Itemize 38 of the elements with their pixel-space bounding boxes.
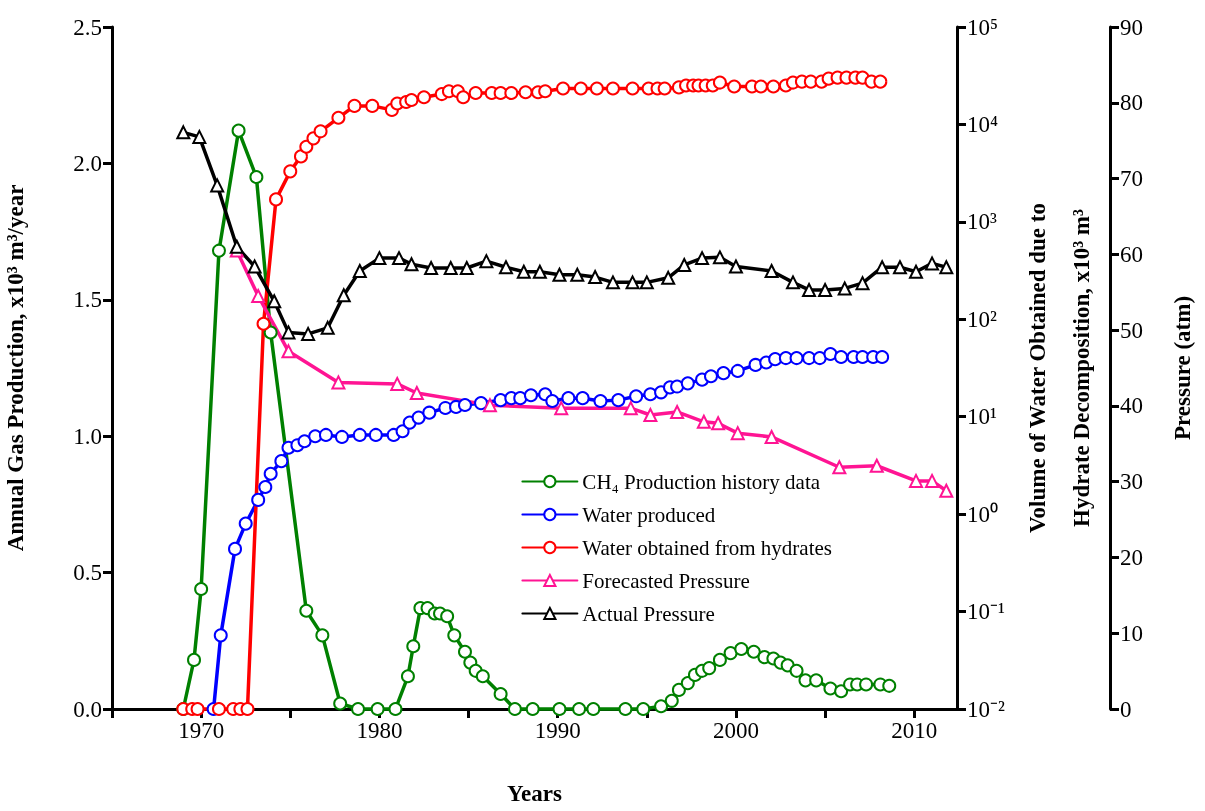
y3-tick-label: 80 [1120, 90, 1143, 116]
y3-tick-label: 60 [1120, 241, 1143, 267]
legend-label: CH₄ Production history data [582, 469, 821, 494]
y2-tick-label: 10⁻² [967, 696, 1005, 722]
x-tick-label: 1980 [356, 718, 403, 743]
x-tick-label: 2000 [712, 718, 759, 743]
y2-tick-label: 10³ [967, 209, 997, 235]
y3-tick-label: 50 [1120, 317, 1143, 343]
y3-tick-label: 30 [1120, 469, 1143, 495]
y-tick-label: 0.0 [73, 696, 102, 722]
y2-tick-label: 10⁻¹ [967, 599, 1005, 625]
y3-tick-label: 0 [1120, 696, 1132, 722]
y2-tick-label: 10⁴ [967, 111, 999, 137]
y-tick-label: 1.0 [73, 423, 102, 449]
y2-tick-label: 10⁵ [967, 14, 999, 40]
y-tick-label: 2.5 [73, 14, 102, 40]
y-tick-label: 1.5 [73, 287, 102, 313]
x-tick-label: 1970 [178, 718, 225, 743]
legend-label: Forecasted Pressure [582, 568, 750, 593]
y3-tick-label: 40 [1120, 393, 1143, 419]
y2-tick-label: 10² [967, 306, 997, 332]
y-axis-title: Annual Gas Production, x10³ m³/year [2, 184, 28, 552]
y3-tick-label: 70 [1120, 166, 1143, 192]
legend-label: Water produced [582, 502, 716, 527]
y3-tick-label: 10 [1120, 620, 1143, 646]
x-axis-title: Years [507, 780, 563, 806]
x-tick-label: 1990 [534, 718, 581, 743]
y-tick-label: 0.5 [73, 560, 102, 586]
y3-tick-label: 90 [1120, 14, 1143, 40]
y2-axis-title: Volume of Water Obtained due to Hydrate Decomposition, x10³ m³ [1025, 203, 1095, 533]
y2-tick-label: 10⁰ [967, 501, 998, 527]
legend-label: Water obtained from hydrates [582, 535, 833, 560]
y3-axis-title: Pressure (atm) [1169, 295, 1195, 441]
legend-label: Actual Pressure [582, 601, 715, 626]
x-tick-label: 2010 [891, 718, 938, 743]
y2-tick-label: 10¹ [967, 404, 997, 430]
y3-tick-label: 20 [1120, 544, 1143, 570]
y-tick-label: 2.0 [73, 150, 102, 176]
